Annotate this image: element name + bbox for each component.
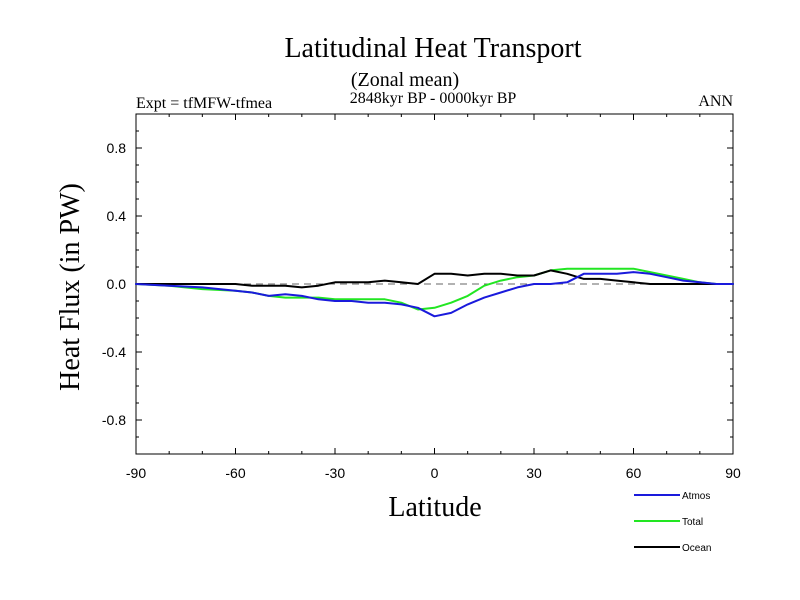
x-axis-label: Latitude <box>388 492 481 523</box>
legend-label-ocean: Ocean <box>682 543 711 554</box>
legend-label-atmos: Atmos <box>682 491 710 502</box>
chart-subtitle: (Zonal mean) <box>351 69 459 91</box>
x-tick-label: 60 <box>626 465 642 481</box>
series-line-atmos <box>135 271 734 318</box>
legend-label-total: Total <box>682 517 703 528</box>
x-tick-label: -60 <box>225 465 245 481</box>
x-tick-label: -30 <box>325 465 345 481</box>
series-line-ocean <box>135 269 734 289</box>
series-line-total <box>135 267 734 311</box>
axis-ticks <box>135 113 734 455</box>
y-axis-label: Heat Flux (in PW) <box>55 183 86 391</box>
series-lines <box>135 267 734 318</box>
x-tick-label: -90 <box>126 465 146 481</box>
x-tick-label: 0 <box>431 465 439 481</box>
y-tick-label: -0.8 <box>102 412 126 428</box>
chart-title: Latitudinal Heat Transport <box>284 33 581 64</box>
x-tick-label: 90 <box>725 465 741 481</box>
experiment-label: Expt = tfMFW-tfmea <box>136 95 272 112</box>
y-tick-label: -0.4 <box>102 344 126 360</box>
y-tick-label: 0.0 <box>107 276 127 292</box>
time-range-label: 2848kyr BP - 0000kyr BP <box>350 90 517 107</box>
y-tick-label: 0.4 <box>107 208 127 224</box>
x-tick-label: 30 <box>526 465 542 481</box>
tick-labels: -90 -60 -30 0 30 60 90 -0.8 -0.4 0.0 0.4 0.8 <box>102 140 741 481</box>
season-label: ANN <box>698 93 733 110</box>
y-tick-label: 0.8 <box>107 140 127 156</box>
legend: Atmos Total Ocean <box>634 491 711 554</box>
